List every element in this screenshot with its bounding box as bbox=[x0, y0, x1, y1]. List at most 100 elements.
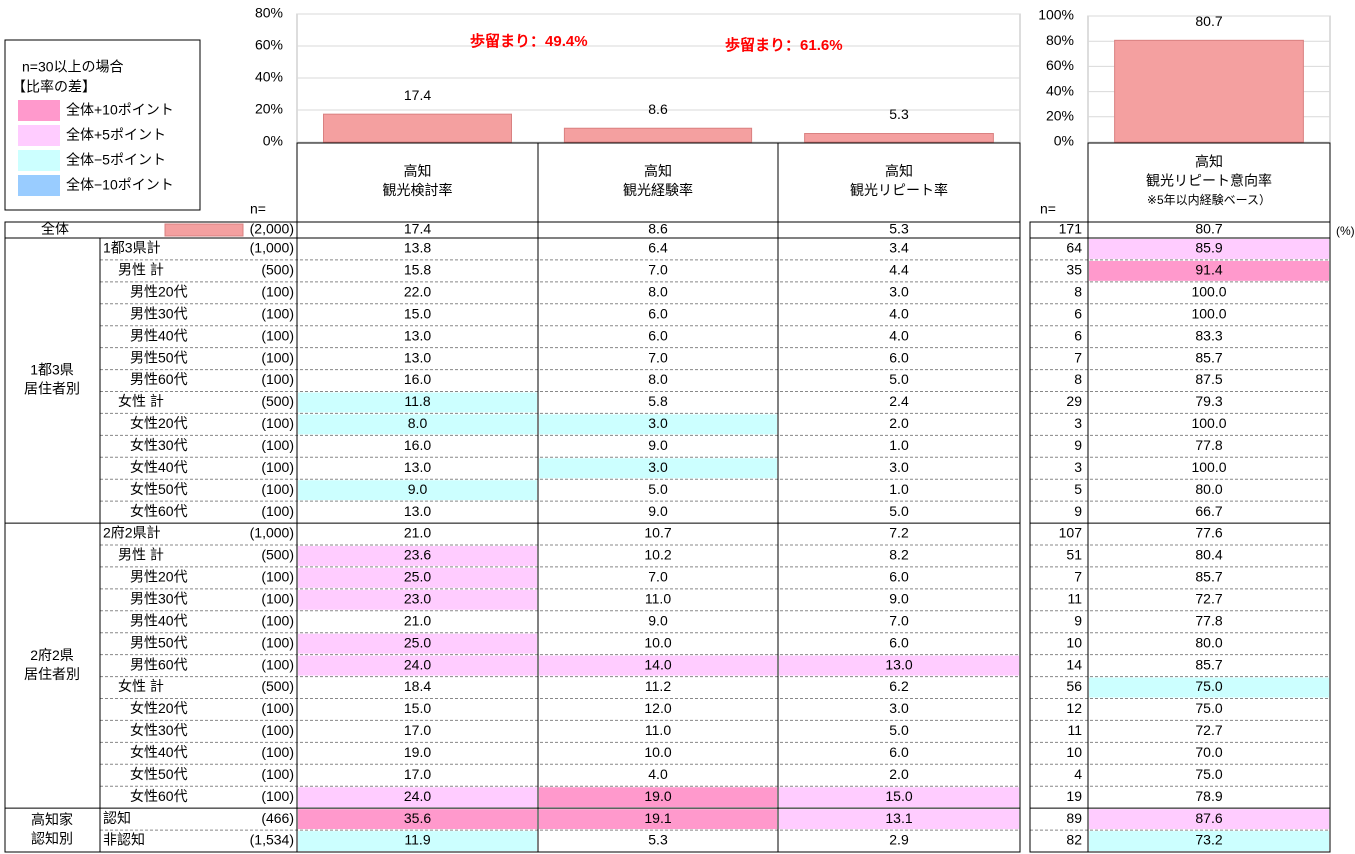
row-label: 女性50代 bbox=[130, 481, 188, 497]
cell: 10 bbox=[1066, 744, 1082, 760]
column-header: 高知 bbox=[644, 163, 672, 179]
group-label: 認知別 bbox=[31, 830, 73, 846]
cell: 72.7 bbox=[1195, 591, 1222, 607]
cell: 13.0 bbox=[404, 327, 431, 343]
cell: 75.0 bbox=[1195, 678, 1222, 694]
cell: 19 bbox=[1066, 788, 1082, 804]
bar bbox=[563, 127, 753, 143]
row-label: 男性40代 bbox=[130, 327, 188, 343]
legend-label: 全体+10ポイント bbox=[66, 102, 174, 118]
y-tick-label: 0% bbox=[263, 133, 283, 149]
cell: 4.0 bbox=[648, 766, 668, 782]
cell: 13.0 bbox=[404, 503, 431, 519]
cell: 8.0 bbox=[408, 415, 428, 431]
cell: 4.4 bbox=[889, 262, 909, 278]
cell: 85.7 bbox=[1195, 569, 1222, 585]
cell: 19.1 bbox=[644, 810, 671, 826]
cell: 5.0 bbox=[889, 503, 909, 519]
cell-highlight bbox=[298, 831, 537, 851]
cell: 80.0 bbox=[1195, 634, 1222, 650]
cell: 51 bbox=[1066, 547, 1082, 563]
legend-label: 全体−10ポイント bbox=[66, 177, 174, 193]
cell: 9.0 bbox=[648, 437, 668, 453]
legend-title: n=30以上の場合 bbox=[22, 59, 124, 75]
cell: 15.0 bbox=[885, 788, 912, 804]
cell-highlight bbox=[1089, 677, 1329, 698]
cell: 25.0 bbox=[404, 569, 431, 585]
y-tick-label: 40% bbox=[255, 69, 283, 85]
cell: 87.5 bbox=[1195, 371, 1222, 387]
cell: 91.4 bbox=[1195, 262, 1222, 278]
cell: (100) bbox=[261, 437, 294, 453]
column-header: 高知 bbox=[885, 163, 913, 179]
cell: 3.0 bbox=[648, 415, 668, 431]
cell: 13.1 bbox=[885, 810, 912, 826]
cell: 100.0 bbox=[1191, 284, 1226, 300]
row-label: 女性20代 bbox=[130, 700, 188, 716]
cell: 25.0 bbox=[404, 634, 431, 650]
cell: 10.0 bbox=[644, 634, 671, 650]
cell: 11.9 bbox=[404, 832, 430, 848]
cell: 11 bbox=[1067, 591, 1082, 607]
cell: 75.0 bbox=[1195, 766, 1222, 782]
cell: 11.0 bbox=[645, 722, 671, 738]
cell: 16.0 bbox=[404, 371, 431, 387]
cell: 9 bbox=[1074, 503, 1082, 519]
cell: 10.7 bbox=[644, 525, 671, 541]
cell: 85.9 bbox=[1195, 240, 1222, 256]
cell: 18.4 bbox=[404, 678, 431, 694]
column-header: 観光リピート意向率 bbox=[1146, 173, 1272, 189]
cell: 21.0 bbox=[404, 525, 431, 541]
cell: 85.7 bbox=[1195, 349, 1222, 365]
legend-label: 全体−5ポイント bbox=[66, 152, 166, 168]
cell: 80.7 bbox=[1195, 221, 1222, 237]
cell: (100) bbox=[261, 349, 294, 365]
cell: 75.0 bbox=[1195, 700, 1222, 716]
row-label: 男性30代 bbox=[130, 591, 188, 607]
legend-subtitle: 【比率の差】 bbox=[12, 79, 96, 95]
cell: (100) bbox=[261, 569, 294, 585]
cell: (500) bbox=[261, 547, 294, 563]
cell: (100) bbox=[261, 656, 294, 672]
cell-highlight bbox=[298, 787, 537, 808]
cell: 64 bbox=[1066, 240, 1082, 256]
cell: 5 bbox=[1074, 481, 1082, 497]
cell: 171 bbox=[1059, 221, 1083, 237]
cell: 72.7 bbox=[1195, 722, 1222, 738]
cell: 77.8 bbox=[1195, 437, 1222, 453]
row-label: 男性 計 bbox=[118, 547, 164, 563]
cell: 4.0 bbox=[889, 305, 909, 321]
cell: 78.9 bbox=[1195, 788, 1222, 804]
row-label: 女性50代 bbox=[130, 766, 188, 782]
unit-label: (%) bbox=[1336, 224, 1355, 238]
cell: (100) bbox=[261, 284, 294, 300]
cell-highlight bbox=[539, 458, 777, 479]
cell-highlight bbox=[1089, 809, 1329, 830]
cell: 2.0 bbox=[889, 415, 909, 431]
row-label: 男性 計 bbox=[118, 262, 164, 278]
y-tick-label: 80% bbox=[255, 5, 283, 21]
cell: 12.0 bbox=[644, 700, 671, 716]
cell: 23.6 bbox=[404, 547, 431, 563]
cell: 12 bbox=[1066, 700, 1082, 716]
cell: 35 bbox=[1066, 262, 1082, 278]
cell-highlight bbox=[779, 655, 1019, 676]
cell: 3.0 bbox=[648, 459, 668, 475]
cell: 7 bbox=[1074, 349, 1082, 365]
row-label: 非認知 bbox=[103, 832, 145, 848]
row-label: 女性 計 bbox=[118, 393, 164, 409]
cell-highlight bbox=[298, 589, 537, 610]
row-label: 女性30代 bbox=[130, 437, 188, 453]
cell: 8.2 bbox=[889, 547, 909, 563]
cell: 10.2 bbox=[644, 547, 671, 563]
row-label: 男性30代 bbox=[130, 305, 188, 321]
cell: 10 bbox=[1066, 634, 1082, 650]
cell: 9.0 bbox=[648, 503, 668, 519]
cell: (500) bbox=[261, 262, 294, 278]
y-tick-label: 20% bbox=[255, 101, 283, 117]
cell: 80.4 bbox=[1195, 547, 1222, 563]
column-header: 観光リピート率 bbox=[850, 182, 948, 198]
row-label: 女性20代 bbox=[130, 415, 188, 431]
annotation: 歩留まり：49.4% bbox=[470, 32, 588, 50]
